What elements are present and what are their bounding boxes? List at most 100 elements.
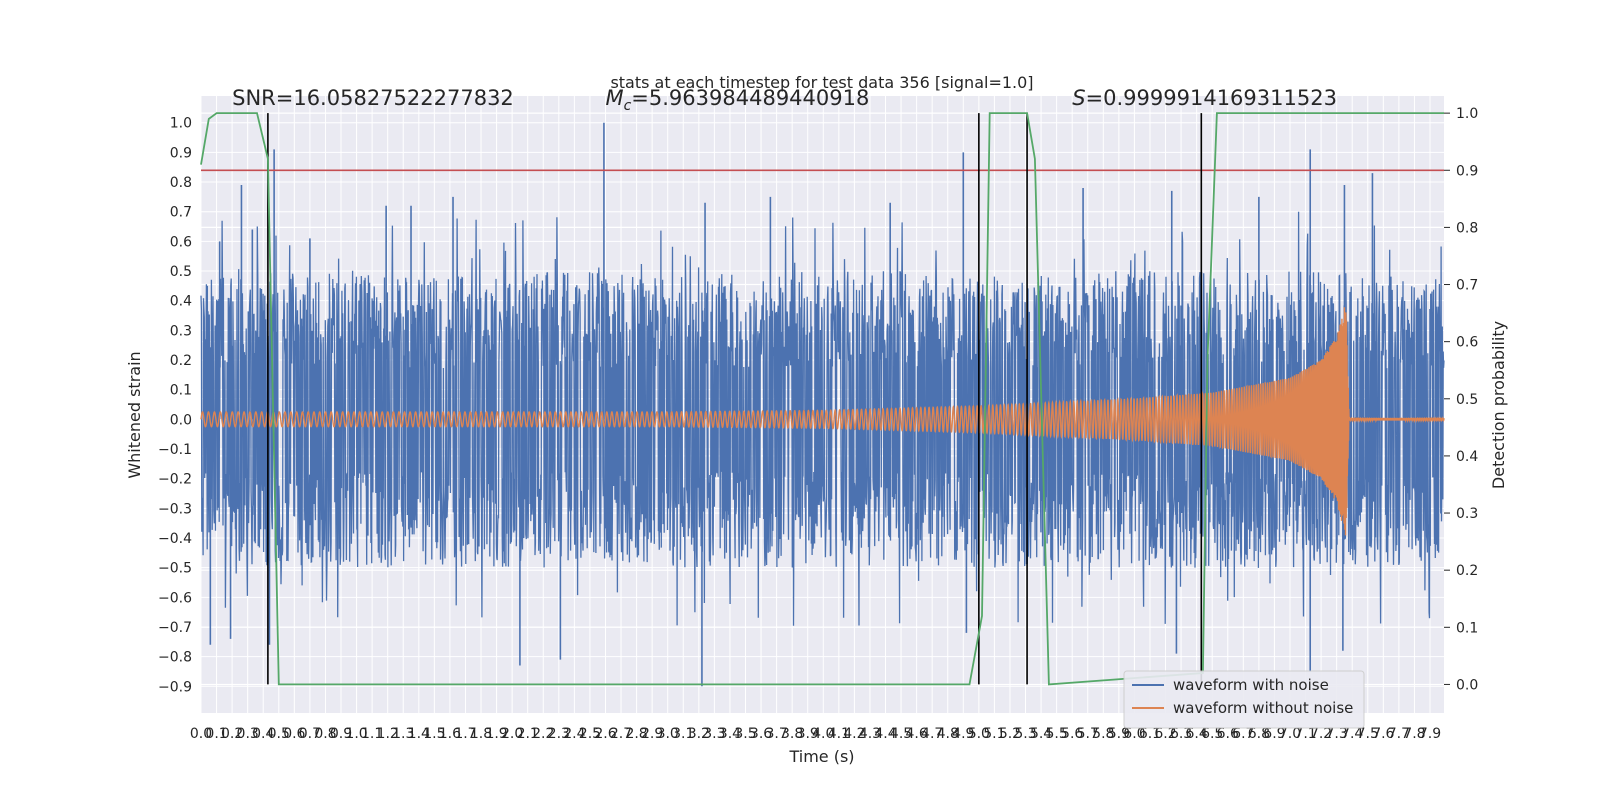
x-tick-label: 1.9 bbox=[485, 726, 507, 742]
y-tick-label: −0.5 bbox=[158, 561, 192, 577]
right-y-tick-label: 0.2 bbox=[1456, 563, 1478, 579]
y-tick-label: −0.6 bbox=[158, 590, 192, 606]
y-tick-label: −0.9 bbox=[158, 679, 192, 695]
right-y-tick-label: 0.9 bbox=[1456, 163, 1478, 179]
x-tick-label: 3.2 bbox=[688, 726, 710, 742]
x-tick-label: 7.7 bbox=[1388, 726, 1410, 742]
y-tick-label: −0.2 bbox=[158, 472, 192, 488]
x-tick-label: 5.4 bbox=[1030, 726, 1052, 742]
right-y-tick-label: 0.0 bbox=[1456, 677, 1478, 693]
x-tick-label: 6.8 bbox=[1248, 726, 1270, 742]
chart-title: stats at each timestep for test data 356… bbox=[610, 73, 1033, 92]
x-tick-label: 3.0 bbox=[657, 726, 679, 742]
legend-label-noise: waveform with noise bbox=[1173, 676, 1329, 694]
x-tick-label: 0.6 bbox=[283, 726, 305, 742]
x-tick-label: 7.8 bbox=[1403, 726, 1425, 742]
y-tick-label: 0.6 bbox=[170, 234, 192, 250]
detection-probability-line bbox=[200, 112, 1444, 686]
x-tick-label: 1.4 bbox=[408, 726, 430, 742]
y-tick-label: −0.4 bbox=[158, 531, 192, 547]
x-tick-label: 2.7 bbox=[610, 726, 632, 742]
x-tick-label: 0.7 bbox=[299, 726, 321, 742]
x-tick-label: 1.7 bbox=[454, 726, 476, 742]
noisy-waveform-line bbox=[200, 211, 1445, 626]
stat-annotations: SNR=16.05827522277832 Mc=5.96398448944091… bbox=[232, 86, 1337, 114]
x-tick-label: 5.5 bbox=[1045, 726, 1067, 742]
x-tick-label: 3.8 bbox=[781, 726, 803, 742]
right-y-tick-label: 0.7 bbox=[1456, 278, 1478, 294]
right-y-axis-label: Detection probability bbox=[1489, 321, 1508, 489]
x-tick-label: 7.4 bbox=[1341, 726, 1363, 742]
right-y-tick-label: 0.3 bbox=[1456, 506, 1478, 522]
x-tick-label: 3.5 bbox=[734, 726, 756, 742]
x-tick-label: 4.2 bbox=[843, 726, 865, 742]
x-tick-label: 5.1 bbox=[983, 726, 1005, 742]
clean-waveform-line bbox=[200, 307, 1445, 536]
x-tick-label: 4.3 bbox=[859, 726, 881, 742]
x-tick-label: 1.5 bbox=[423, 726, 445, 742]
x-tick-label: 0.8 bbox=[314, 726, 336, 742]
x-tick-labels: 0.00.10.20.30.40.50.60.70.80.91.01.11.21… bbox=[190, 726, 1441, 742]
x-tick-label: 5.3 bbox=[1014, 726, 1036, 742]
y-tick-label: 0.9 bbox=[170, 145, 192, 161]
x-tick-label: 5.9 bbox=[1108, 726, 1130, 742]
x-tick-label: 0.9 bbox=[330, 726, 352, 742]
legend-label-clean: waveform without noise bbox=[1173, 699, 1353, 717]
x-tick-label: 6.6 bbox=[1217, 726, 1239, 742]
stat-annotation: Mc=5.963984489440918 bbox=[605, 86, 869, 114]
x-tick-label: 4.4 bbox=[874, 726, 896, 742]
x-tick-label: 5.8 bbox=[1092, 726, 1114, 742]
stat-annotation: S=0.9999914169311523 bbox=[1072, 86, 1337, 110]
x-tick-label: 0.0 bbox=[190, 726, 212, 742]
x-tick-label: 0.2 bbox=[221, 726, 243, 742]
y-tick-label: −0.1 bbox=[158, 442, 192, 458]
x-tick-label: 4.7 bbox=[921, 726, 943, 742]
x-tick-label: 0.4 bbox=[252, 726, 274, 742]
y-tick-label: 0.1 bbox=[170, 383, 192, 399]
x-tick-label: 4.6 bbox=[905, 726, 927, 742]
x-tick-label: 2.5 bbox=[579, 726, 601, 742]
x-tick-label: 6.5 bbox=[1201, 726, 1223, 742]
y-tick-label: 0.8 bbox=[170, 175, 192, 191]
legend: waveform with noise waveform without noi… bbox=[1123, 670, 1365, 729]
x-tick-label: 0.5 bbox=[268, 726, 290, 742]
y-tick-label: −0.3 bbox=[158, 501, 192, 517]
x-tick-label: 3.1 bbox=[672, 726, 694, 742]
x-tick-label: 2.0 bbox=[501, 726, 523, 742]
x-tick-label: 7.0 bbox=[1279, 726, 1301, 742]
x-tick-label: 6.1 bbox=[1139, 726, 1161, 742]
y-tick-label: 0.5 bbox=[170, 264, 192, 280]
x-tick-label: 4.9 bbox=[952, 726, 974, 742]
x-tick-label: 7.2 bbox=[1310, 726, 1332, 742]
x-tick-label: 4.1 bbox=[828, 726, 850, 742]
y-tick-label: 0.7 bbox=[170, 205, 192, 221]
x-tick-label: 5.6 bbox=[1061, 726, 1083, 742]
x-tick-label: 2.2 bbox=[532, 726, 554, 742]
y-axis-label: Whitened strain bbox=[125, 351, 144, 478]
x-tick-label: 1.3 bbox=[392, 726, 414, 742]
x-tick-label: 6.2 bbox=[1154, 726, 1176, 742]
right-y-tick-label: 0.6 bbox=[1456, 335, 1478, 351]
right-y-tick-label: 0.5 bbox=[1456, 392, 1478, 408]
x-tick-label: 7.6 bbox=[1372, 726, 1394, 742]
x-tick-label: 3.6 bbox=[750, 726, 772, 742]
x-tick-label: 3.7 bbox=[765, 726, 787, 742]
y-tick-label: 0.0 bbox=[170, 412, 192, 428]
x-tick-label: 7.5 bbox=[1357, 726, 1379, 742]
x-tick-label: 2.9 bbox=[641, 726, 663, 742]
y-tick-label: −0.8 bbox=[158, 650, 192, 666]
x-tick-label: 0.1 bbox=[205, 726, 227, 742]
x-tick-label: 4.5 bbox=[890, 726, 912, 742]
x-tick-label: 1.2 bbox=[377, 726, 399, 742]
x-tick-label: 6.0 bbox=[1123, 726, 1145, 742]
x-tick-label: 1.1 bbox=[361, 726, 383, 742]
x-tick-label: 2.3 bbox=[548, 726, 570, 742]
right-y-tick-labels: 0.0 0.1 0.2 0.3 0.4 0.5 0.6 0.7 0.8 0.9 1.0 bbox=[1444, 106, 1478, 693]
x-tick-label: 6.3 bbox=[1170, 726, 1192, 742]
x-tick-label: 4.8 bbox=[937, 726, 959, 742]
x-tick-label: 1.0 bbox=[345, 726, 367, 742]
plot-content bbox=[200, 112, 1445, 687]
x-tick-label: 2.4 bbox=[563, 726, 585, 742]
stat-annotation: SNR=16.05827522277832 bbox=[232, 86, 514, 110]
